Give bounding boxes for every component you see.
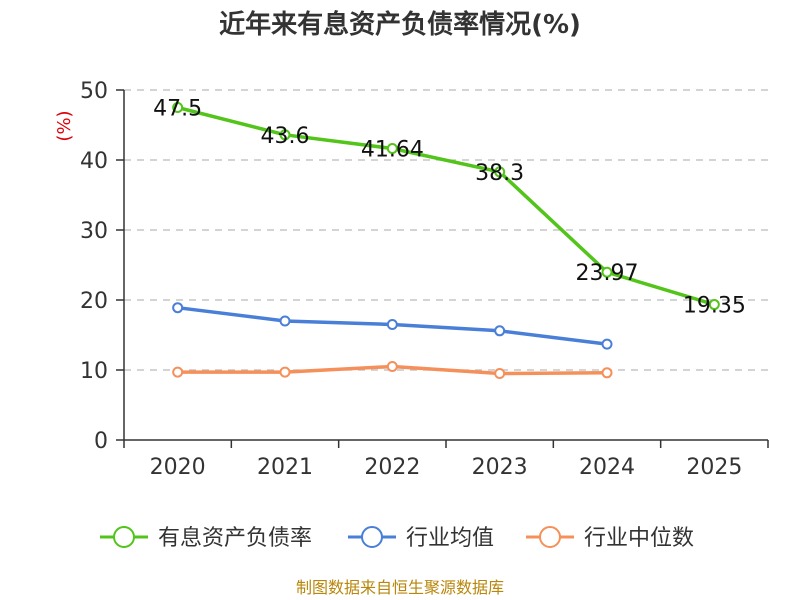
x-tick-label-2020: 2020 (150, 455, 206, 480)
x-tick-label-2021: 2021 (257, 455, 313, 480)
data-label-2022: 41.64 (361, 138, 424, 163)
data-point-0-2025 (708, 299, 720, 311)
source-note: 制图数据来自恒生聚源数据库 (296, 578, 504, 597)
data-point-1-2023 (494, 325, 506, 337)
data-point-0-2024 (601, 266, 613, 278)
data-label-2025: 19.35 (683, 294, 746, 319)
legend-label-2: 行业中位数 (584, 526, 694, 551)
legend-label-1: 行业均值 (406, 526, 494, 551)
y-tick-label-40: 40 (80, 149, 108, 174)
legend-marker-0 (113, 526, 135, 548)
data-label-layer: 47.5 43.6 41.64 38.3 23.97 19.35 (153, 97, 746, 319)
data-point-1-2024 (601, 338, 613, 350)
data-point-0-2023 (494, 166, 506, 178)
data-point-2-2022 (386, 361, 398, 372)
data-point-2-2023 (494, 368, 506, 379)
data-point-0-2021 (279, 129, 291, 141)
data-point-1-2021 (279, 315, 291, 327)
y-axis-unit: (%) (54, 110, 75, 141)
y-tick-label-20: 20 (80, 289, 108, 314)
grid-layer (124, 89, 768, 371)
x-tick-label-2025: 2025 (686, 455, 742, 480)
data-point-1-2022 (386, 319, 398, 330)
legend-marker-2 (539, 526, 561, 548)
legend-label-0: 有息资产负债率 (158, 526, 312, 551)
data-point-1-2020 (172, 302, 184, 314)
legend: 有息资产负债率 行业均值 行业中位数 (100, 526, 694, 551)
y-tick-label-10: 10 (80, 359, 108, 384)
x-tick-label-2023: 2023 (472, 455, 528, 480)
data-point-2-2024 (601, 367, 613, 379)
data-point-2-2021 (279, 366, 291, 378)
chart-title: 近年来有息资产负债率情况(%) (219, 9, 581, 40)
series-layer (172, 102, 720, 379)
y-tick-label-50: 50 (80, 79, 108, 104)
data-label-2021: 43.6 (261, 124, 310, 149)
series-line-0 (177, 105, 715, 307)
y-tick-label-0: 0 (94, 429, 108, 454)
data-label-2020: 47.5 (153, 97, 202, 122)
data-point-0-2020 (172, 102, 184, 113)
data-point-2-2020 (172, 366, 184, 378)
data-label-2023: 38.3 (475, 161, 524, 186)
data-label-2024: 23.97 (576, 261, 639, 286)
y-tick-label-30: 30 (80, 219, 108, 244)
legend-marker-1 (361, 526, 383, 548)
x-tick-label-2022: 2022 (364, 455, 420, 480)
data-point-0-2022 (386, 143, 398, 155)
x-tick-label-2024: 2024 (579, 455, 635, 480)
axis-layer: 0 10 20 30 40 50 2020 2021 2022 2023 2024 2025 (80, 79, 769, 480)
